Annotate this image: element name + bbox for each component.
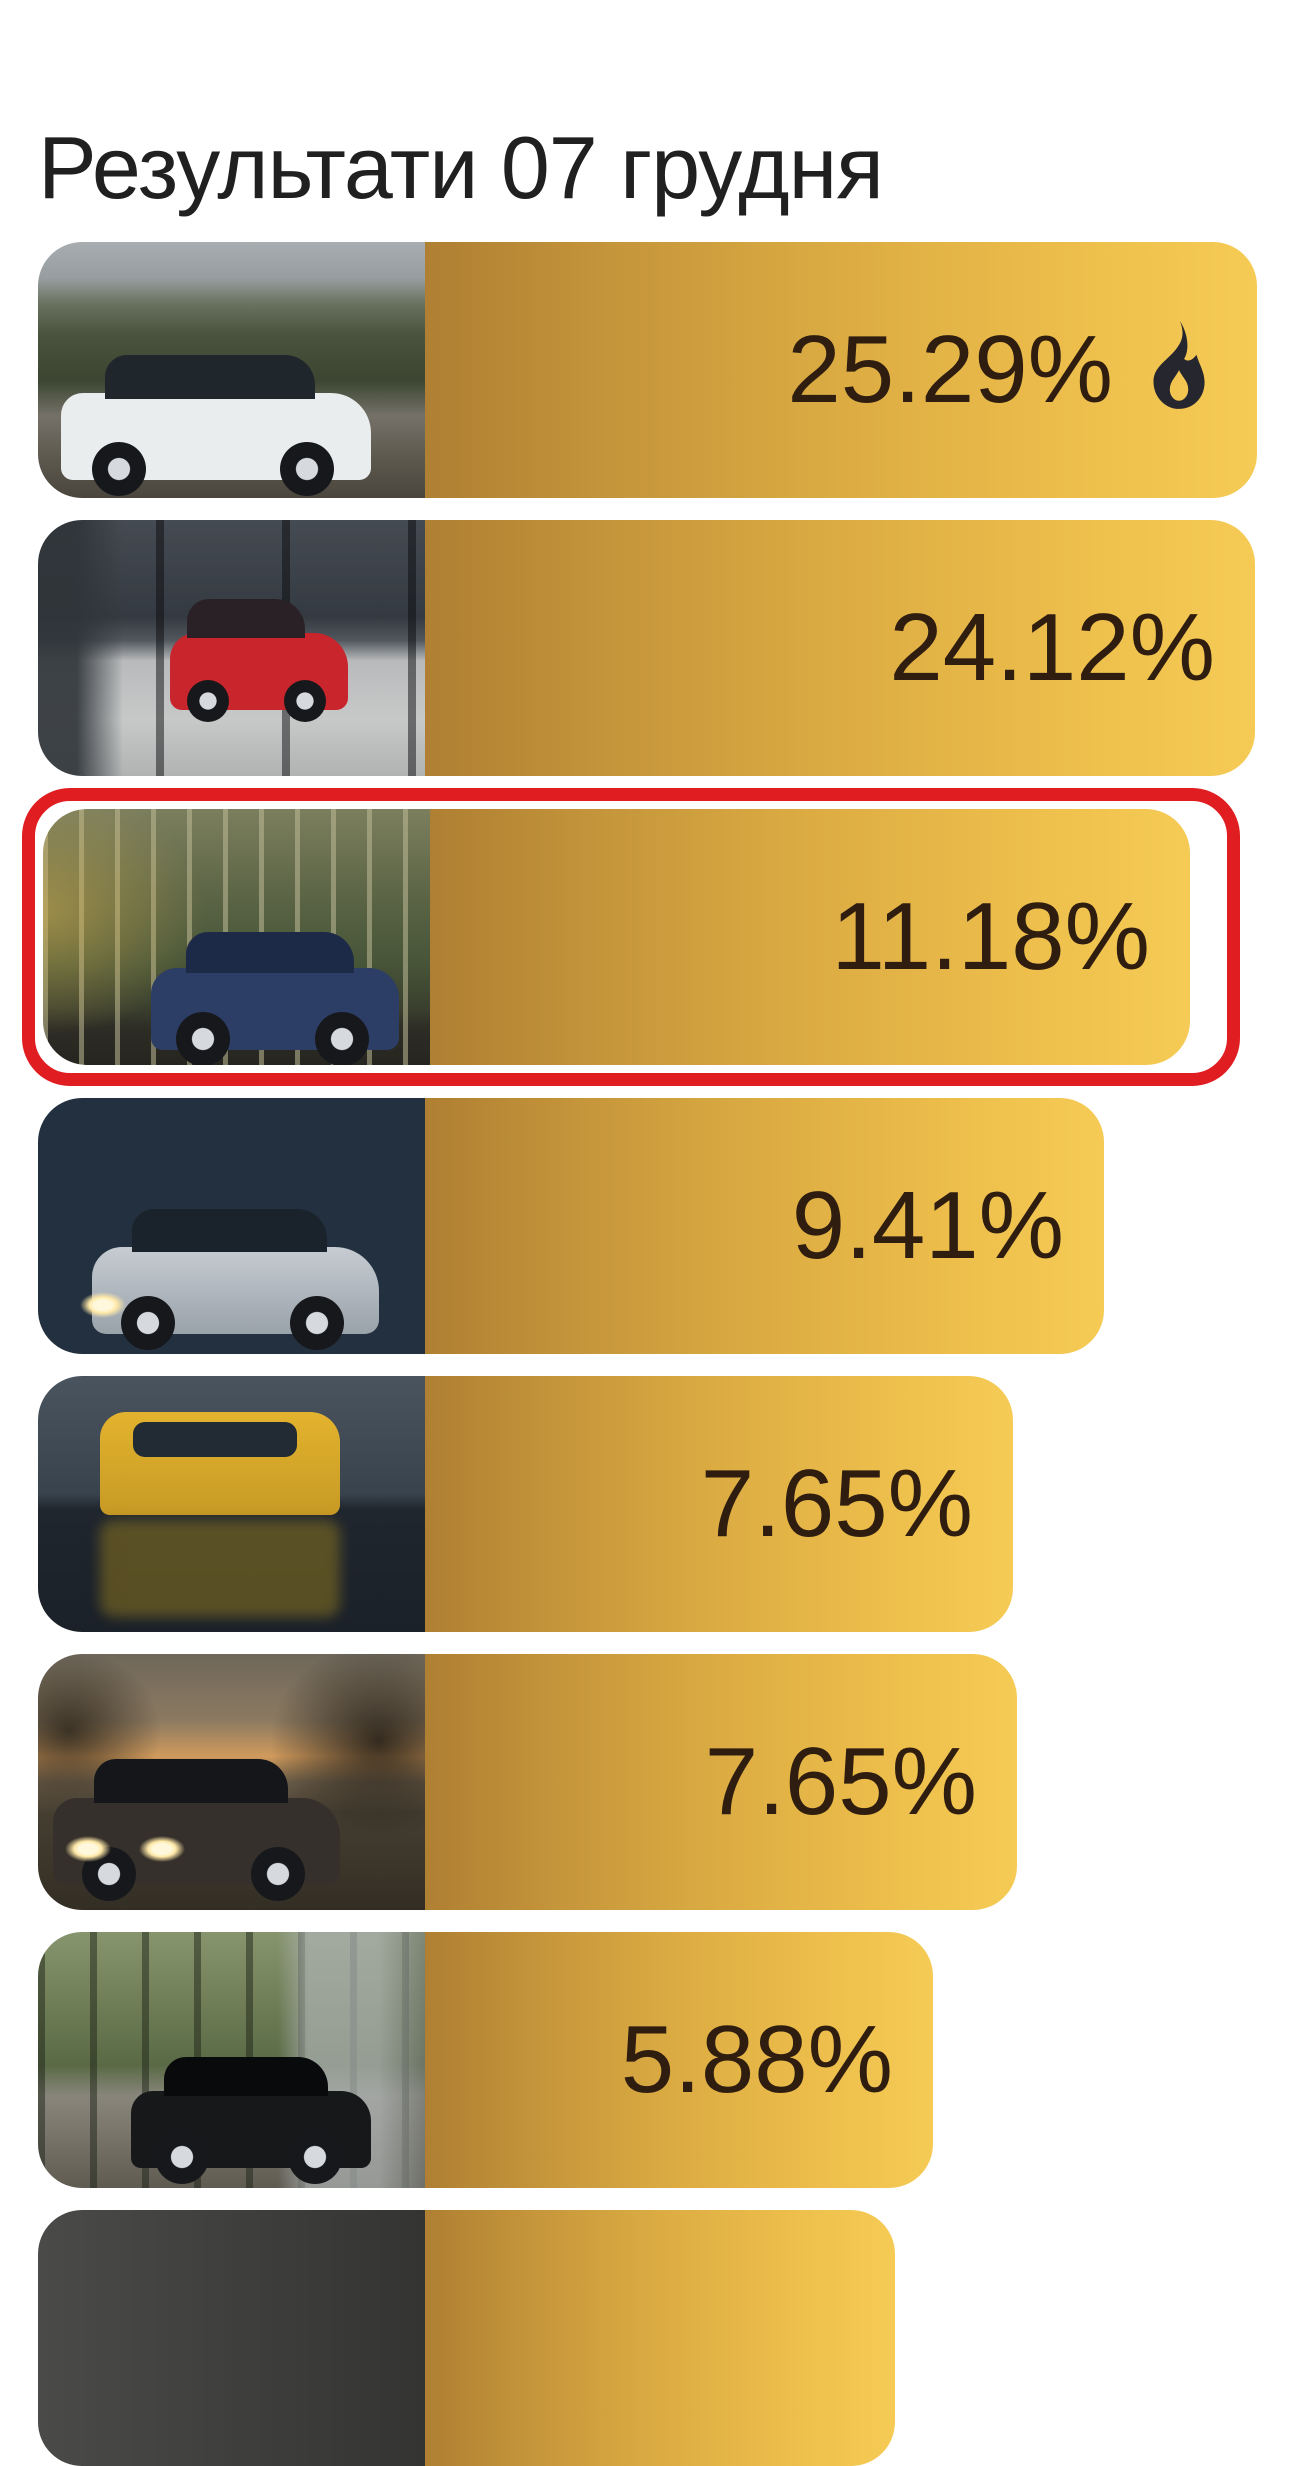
- result-row-5[interactable]: 7.65%: [38, 1376, 1296, 1633]
- car-windows: [187, 599, 305, 638]
- result-bar-1: 25.29%: [425, 242, 1257, 499]
- result-percent-3: 11.18%: [831, 883, 1150, 991]
- car-wheel: [251, 1846, 306, 1901]
- result-row-3[interactable]: 11.18%: [43, 809, 1219, 1066]
- option-7-photo: [38, 1932, 425, 2189]
- result-row-8[interactable]: [38, 2210, 1296, 2466]
- option-2-photo: [38, 520, 425, 777]
- result-percent-5: 7.65%: [700, 1450, 973, 1558]
- result-percent-7: 5.88%: [620, 2006, 893, 2114]
- car-windows: [104, 355, 316, 399]
- car-wheel: [290, 1295, 345, 1350]
- fire-icon: [1153, 321, 1205, 410]
- car-wheel: [176, 1011, 231, 1066]
- results-list: 25.29% 24.12%: [22, 242, 1296, 2466]
- car-silhouette: [61, 355, 371, 497]
- van-windows: [133, 1422, 297, 1458]
- car-silhouette: [169, 599, 348, 722]
- car-wheel: [154, 2129, 209, 2184]
- result-bar-6: 7.65%: [425, 1654, 1017, 1911]
- result-percent-1: 25.29%: [787, 316, 1113, 424]
- option-3-photo: [43, 809, 430, 1066]
- car-wheel: [187, 679, 230, 722]
- car-wheel: [120, 1295, 175, 1350]
- car-wheel: [315, 1011, 370, 1066]
- result-row-1[interactable]: 25.29%: [38, 242, 1296, 499]
- car-wheel: [279, 442, 334, 497]
- result-row-7[interactable]: 5.88%: [38, 1932, 1296, 2189]
- result-bar-7: 5.88%: [425, 1932, 933, 2189]
- result-percent-4: 9.41%: [791, 1172, 1064, 1280]
- result-bar-5: 7.65%: [425, 1376, 1013, 1633]
- result-bar-8: [425, 2210, 895, 2466]
- option-1-photo: [38, 242, 425, 499]
- car-silhouette: [53, 1759, 340, 1901]
- option-5-photo: [38, 1376, 425, 1633]
- result-bar-4: 9.41%: [425, 1098, 1104, 1355]
- result-row-4[interactable]: 9.41%: [38, 1098, 1296, 1355]
- van-silhouette: [99, 1412, 340, 1515]
- car-wheel: [288, 2129, 343, 2184]
- option-8-photo: [38, 2210, 425, 2466]
- poll-results-page: Результати 07 грудня 25.29%: [0, 118, 1296, 2466]
- car-windows: [93, 1759, 289, 1803]
- car-silhouette: [80, 1208, 379, 1350]
- result-row-6[interactable]: 7.65%: [38, 1654, 1296, 1911]
- result-percent-2: 24.12%: [889, 594, 1215, 702]
- result-percent-6: 7.65%: [704, 1728, 977, 1836]
- headlight-glow: [80, 1292, 127, 1319]
- car-wheel: [92, 442, 147, 497]
- car-windows: [132, 1208, 327, 1253]
- car-wheel: [284, 679, 327, 722]
- selected-option-highlight: 11.18%: [22, 788, 1240, 1087]
- page-title: Результати 07 грудня: [38, 118, 884, 217]
- car-silhouette: [151, 932, 400, 1066]
- option-4-photo: [38, 1098, 425, 1355]
- car-windows: [164, 2057, 328, 2096]
- result-bar-2: 24.12%: [425, 520, 1255, 777]
- headlight-glow: [139, 1836, 186, 1863]
- water-reflection: [99, 1519, 340, 1617]
- headlight-glow: [64, 1836, 111, 1863]
- car-silhouette: [130, 2057, 371, 2184]
- result-bar-3: 11.18%: [430, 809, 1190, 1066]
- result-row-2[interactable]: 24.12%: [38, 520, 1296, 777]
- option-6-photo: [38, 1654, 425, 1911]
- car-windows: [186, 932, 355, 973]
